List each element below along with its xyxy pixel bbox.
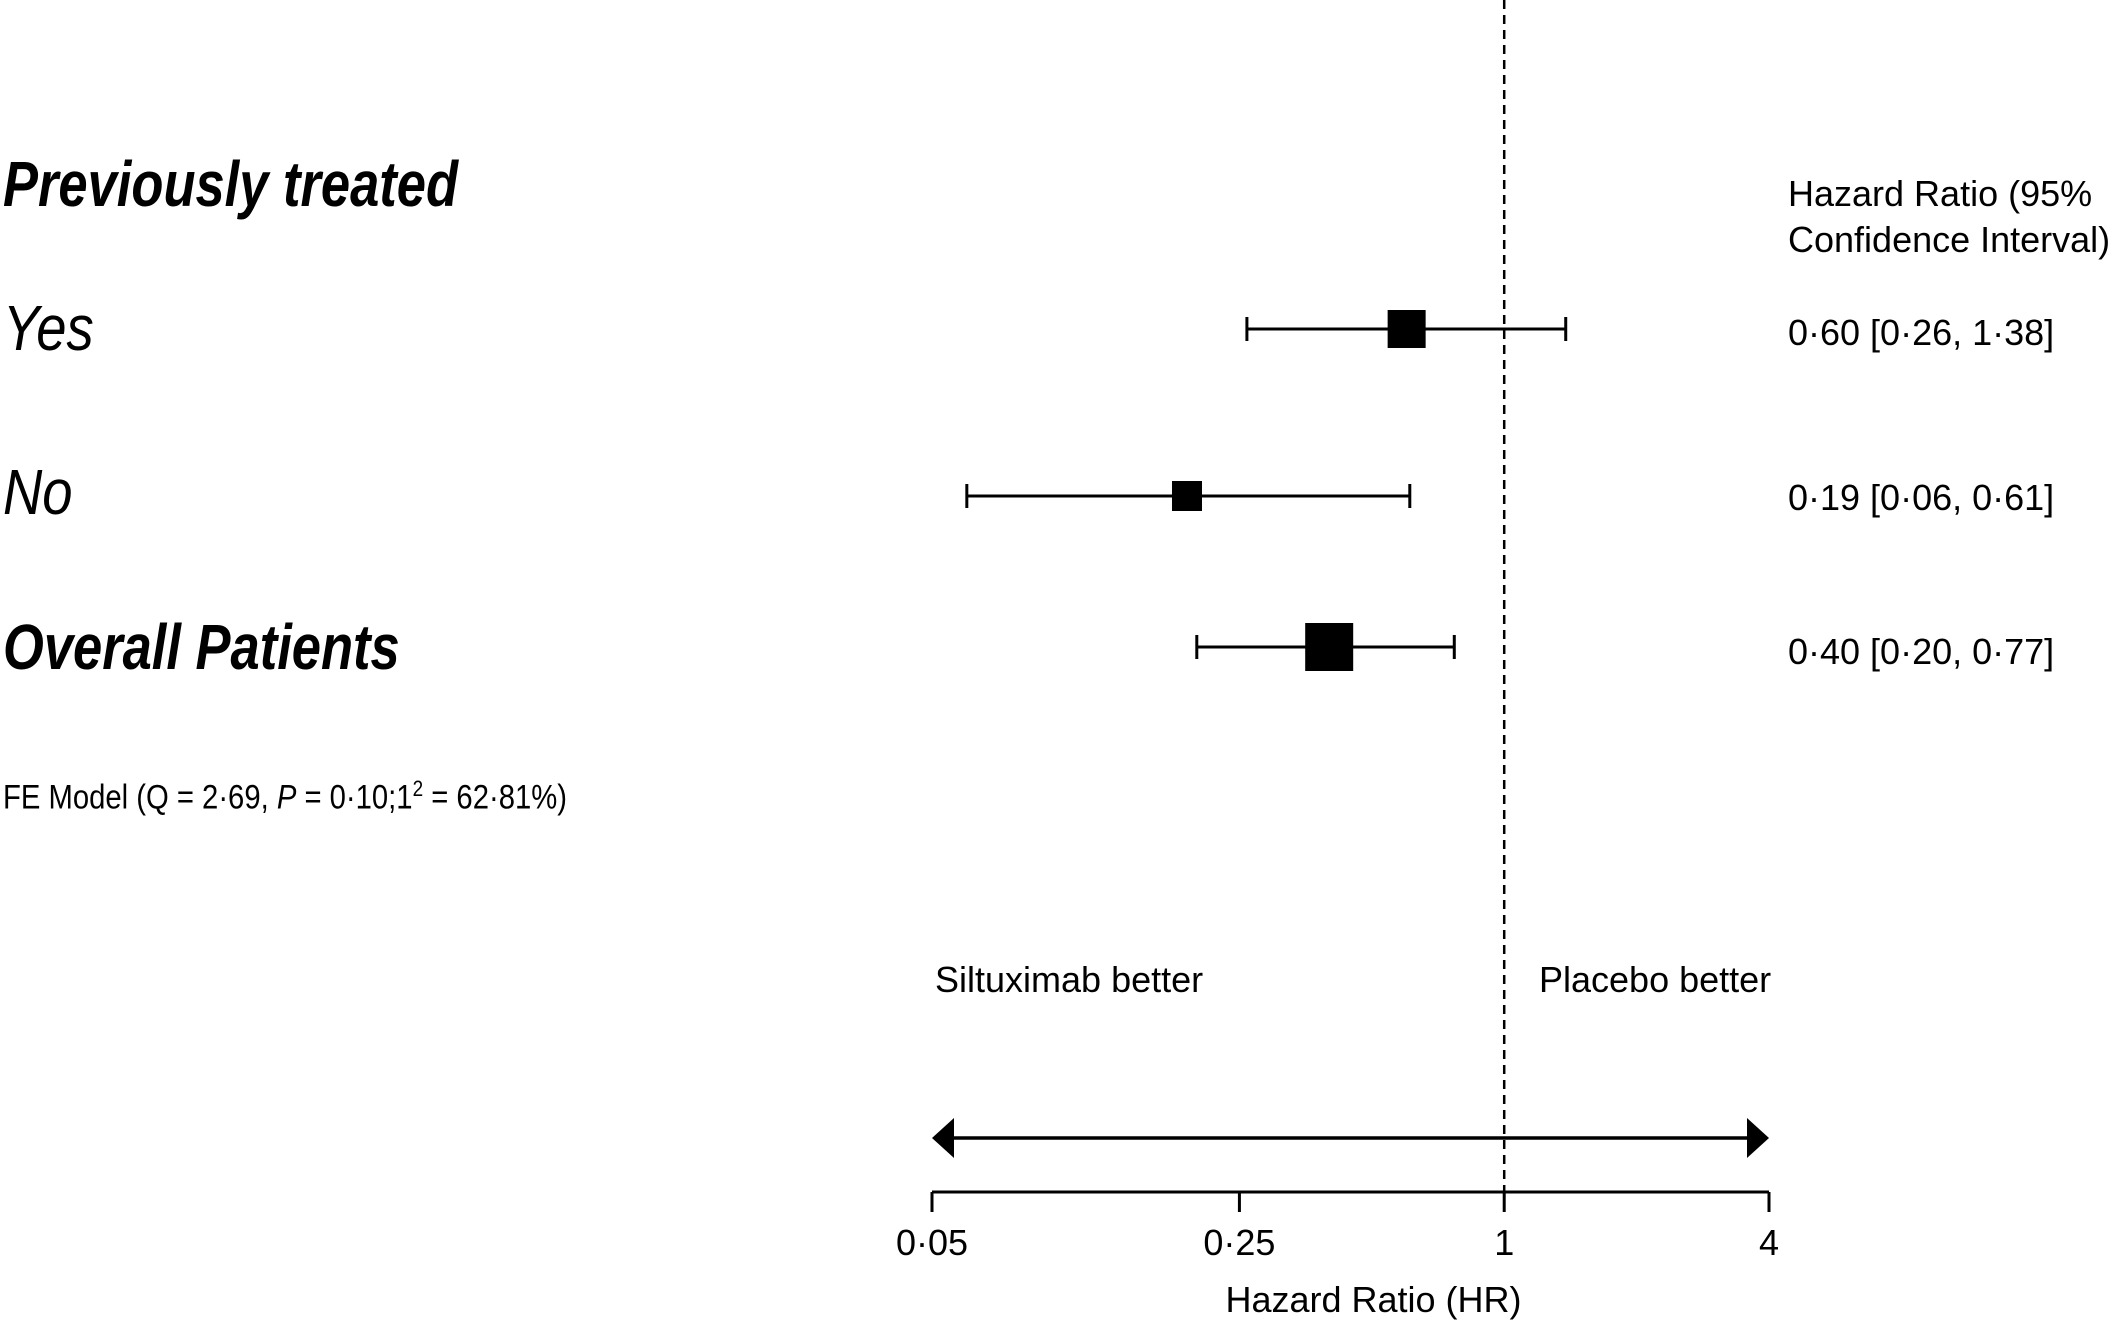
model-p-symbol: P bbox=[276, 778, 297, 817]
direction-label-right: Placebo better bbox=[1539, 959, 1772, 1000]
x-tick-label-0: 0·05 bbox=[896, 1222, 968, 1263]
ci-text-overall: 0·40 [0·20, 0·77] bbox=[1788, 631, 2055, 672]
ci-text-no: 0·19 [0·06, 0·61] bbox=[1788, 477, 2055, 518]
arrow-left-head bbox=[932, 1118, 954, 1158]
row-label-overall: Overall Patients bbox=[3, 611, 400, 683]
direction-label-left: Siltuximab better bbox=[935, 959, 1204, 1000]
ci-text-yes: 0·60 [0·26, 1·38] bbox=[1788, 312, 2055, 353]
point-estimate-overall-patients bbox=[1305, 623, 1354, 671]
arrow-right-head bbox=[1747, 1118, 1769, 1158]
model-superscript: 2 bbox=[412, 776, 424, 801]
row-label-yes: Yes bbox=[3, 292, 94, 364]
model-text-suffix: = 62·81%) bbox=[423, 778, 567, 817]
x-tick-label-1: 0·25 bbox=[1203, 1222, 1275, 1263]
row-label-no: No bbox=[3, 456, 73, 528]
x-tick-label-3: 4 bbox=[1759, 1222, 1779, 1263]
model-text-middle: = 0·10;1 bbox=[296, 778, 413, 817]
column-header-line-1: Hazard Ratio (95% bbox=[1788, 173, 2093, 214]
point-estimate-yes bbox=[1387, 310, 1426, 348]
x-axis-label: Hazard Ratio (HR) bbox=[1225, 1279, 1521, 1320]
model-statistics: FE Model (Q = 2·69, P = 0·10;12 = 62·81%… bbox=[3, 776, 567, 817]
x-tick-label-2: 1 bbox=[1494, 1222, 1514, 1263]
model-text-prefix: FE Model (Q = 2·69, bbox=[3, 778, 277, 817]
column-header-line-2: Confidence Interval) bbox=[1788, 219, 2111, 260]
group-header: Previously treated bbox=[3, 148, 459, 220]
point-estimate-no bbox=[1171, 481, 1202, 511]
